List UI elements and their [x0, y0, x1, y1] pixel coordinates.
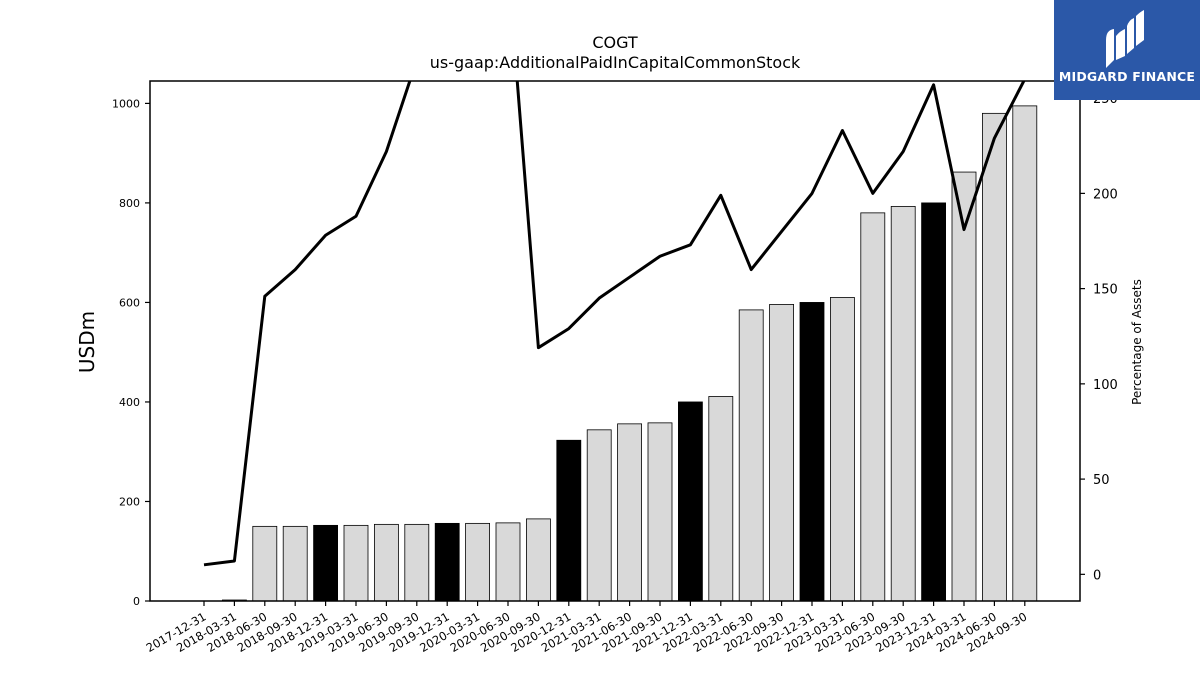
bar-2019-06-30	[373, 523, 399, 602]
bar-2018-06-30	[252, 525, 278, 602]
bar-2021-06-30	[617, 423, 642, 602]
bar-2023-03-31	[830, 297, 855, 602]
bar-2019-09-30	[404, 523, 430, 602]
chart-subtitle: us-gaap:AdditionalPaidInCapitalCommonSto…	[430, 53, 801, 72]
bar-2023-12-31	[921, 202, 946, 602]
y2-tick-label: 100	[1093, 378, 1118, 393]
bar-2022-12-31	[799, 302, 825, 602]
bar-2019-12-31	[434, 522, 460, 602]
y-tick-label: 0	[133, 595, 140, 608]
y2-tick-label: 50	[1093, 473, 1110, 488]
bar-2019-03-31	[343, 524, 369, 602]
y-tick-label: 200	[119, 495, 140, 508]
bar-2024-03-31	[951, 171, 977, 602]
midgard-finance-logo: MIDGARD FINANCE	[1054, 0, 1200, 100]
bar-2023-06-30	[860, 212, 886, 602]
bar-2021-03-31	[586, 429, 612, 602]
y-axis-label: USDm	[75, 311, 99, 373]
bar-2022-03-31	[708, 396, 734, 602]
y-tick-label: 600	[119, 296, 140, 309]
plot-frame	[149, 80, 1081, 602]
bar-2020-09-30	[526, 518, 551, 602]
logo-text: MIDGARD FINANCE	[1058, 69, 1196, 84]
bar-2020-03-31	[465, 522, 491, 602]
bar-2021-09-30	[647, 422, 673, 602]
y-tick-label: 1000	[112, 97, 140, 110]
bar-2024-09-30	[1012, 105, 1038, 602]
bar-2022-09-30	[769, 304, 794, 602]
bar-2021-12-31	[678, 401, 703, 602]
y-tick-label: 800	[119, 197, 140, 210]
y-tick-label: 400	[119, 396, 140, 409]
bar-2023-09-30	[890, 205, 916, 602]
bar-2020-12-31	[556, 439, 582, 602]
y2-tick-label: 150	[1093, 283, 1118, 298]
bar-2018-12-31	[313, 524, 339, 602]
bar-2024-06-30	[982, 112, 1007, 602]
bar-2022-06-30	[738, 309, 764, 602]
logo-mark-icon	[1106, 10, 1144, 68]
percentage-of-assets-line	[203, 81, 1026, 567]
y2-tick-label: 200	[1093, 187, 1118, 202]
y2-tick-label: 0	[1093, 568, 1101, 583]
y2-axis-label: Percentage of Assets	[1130, 279, 1144, 405]
bar-2018-09-30	[282, 525, 308, 602]
chart-title: COGT	[592, 33, 638, 52]
bar-2020-06-30	[495, 522, 521, 602]
